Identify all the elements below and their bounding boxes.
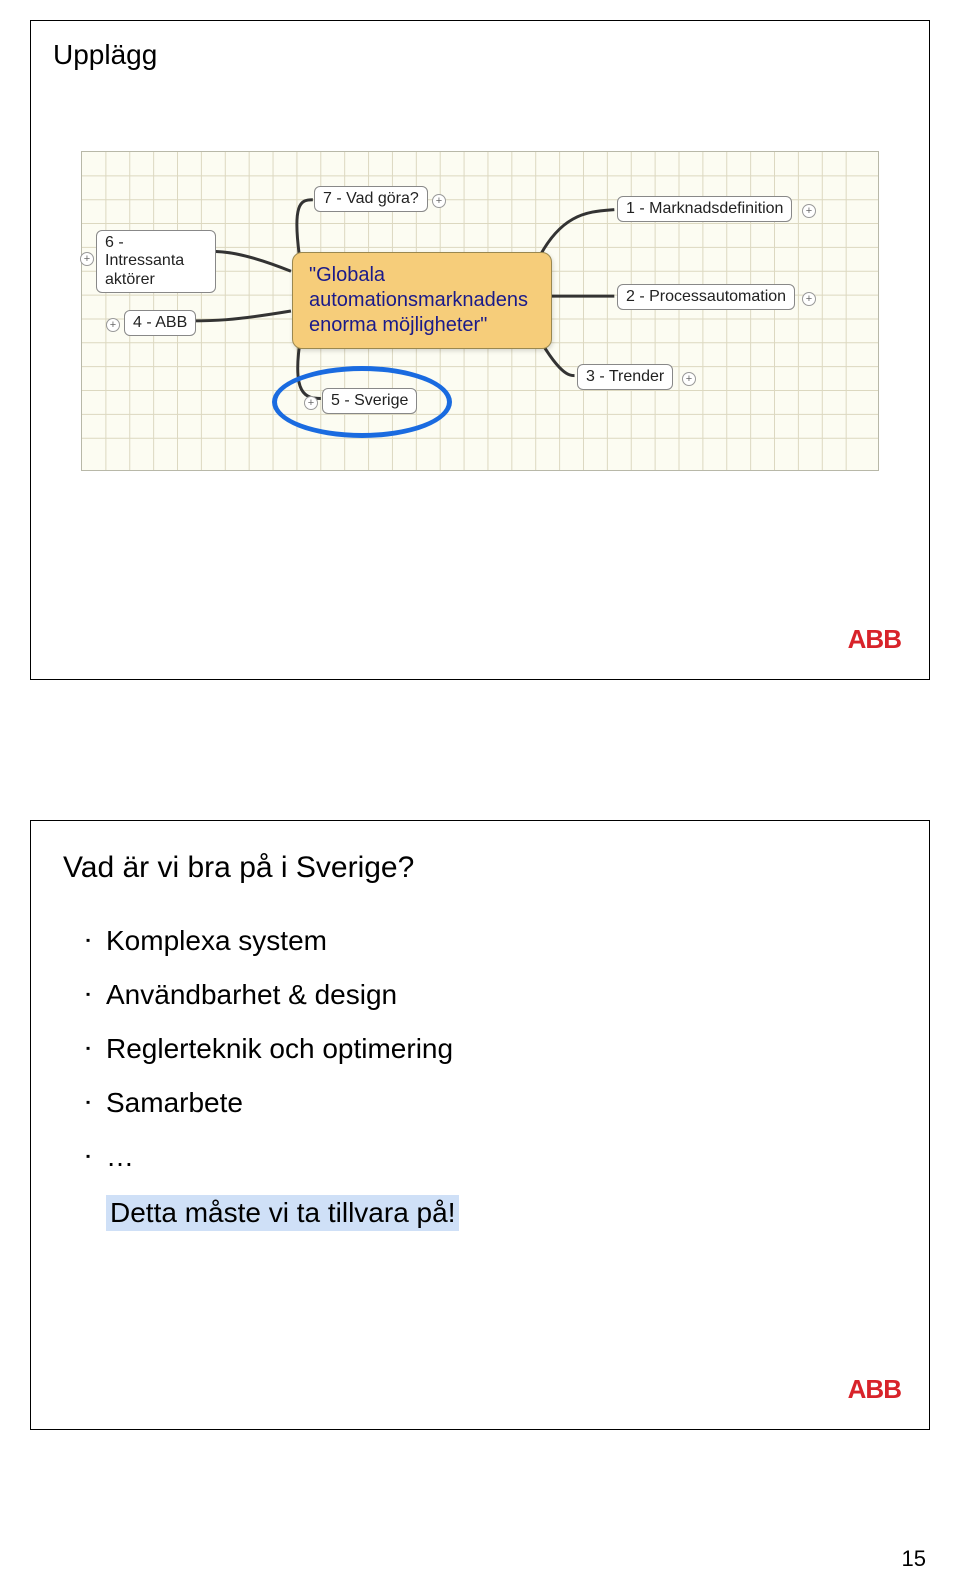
list-item: Komplexa system: [86, 925, 929, 957]
list-item: Samarbete: [86, 1087, 929, 1119]
plus-icon: +: [802, 204, 816, 218]
highlight-ellipse: [272, 366, 452, 438]
list-item: …: [86, 1141, 929, 1173]
plus-icon: +: [106, 318, 120, 332]
plus-icon: +: [432, 194, 446, 208]
plus-icon: +: [682, 372, 696, 386]
slide-2-list: Komplexa system Användbarhet & design Re…: [31, 925, 929, 1231]
plus-icon: +: [80, 252, 94, 266]
mindmap-container: "Globala automationsmarknadens enorma mö…: [81, 151, 879, 471]
list-item: Användbarhet & design: [86, 979, 929, 1011]
node-1: 1 - Marknadsdefinition: [617, 196, 792, 222]
slide-1-title: Upplägg: [31, 21, 929, 89]
page: Upplägg: [0, 0, 960, 1580]
abb-logo: ABB: [848, 624, 901, 655]
node-6: 6 - Intressanta aktörer: [96, 230, 216, 293]
plus-icon: +: [802, 292, 816, 306]
abb-logo: ABB: [848, 1374, 901, 1405]
highlight-text: Detta måste vi ta tillvara på!: [106, 1195, 459, 1231]
mindmap-center-node: "Globala automationsmarknadens enorma mö…: [292, 252, 552, 349]
slide-2: Vad är vi bra på i Sverige? Komplexa sys…: [30, 820, 930, 1430]
node-3: 3 - Trender: [577, 364, 673, 390]
node-4: 4 - ABB: [124, 310, 196, 336]
node-7: 7 - Vad göra?: [314, 186, 428, 212]
page-number: 15: [902, 1546, 926, 1572]
slide-2-heading: Vad är vi bra på i Sverige?: [31, 821, 929, 925]
list-item: Reglerteknik och optimering: [86, 1033, 929, 1065]
slide-1: Upplägg: [30, 20, 930, 680]
node-2: 2 - Processautomation: [617, 284, 795, 310]
